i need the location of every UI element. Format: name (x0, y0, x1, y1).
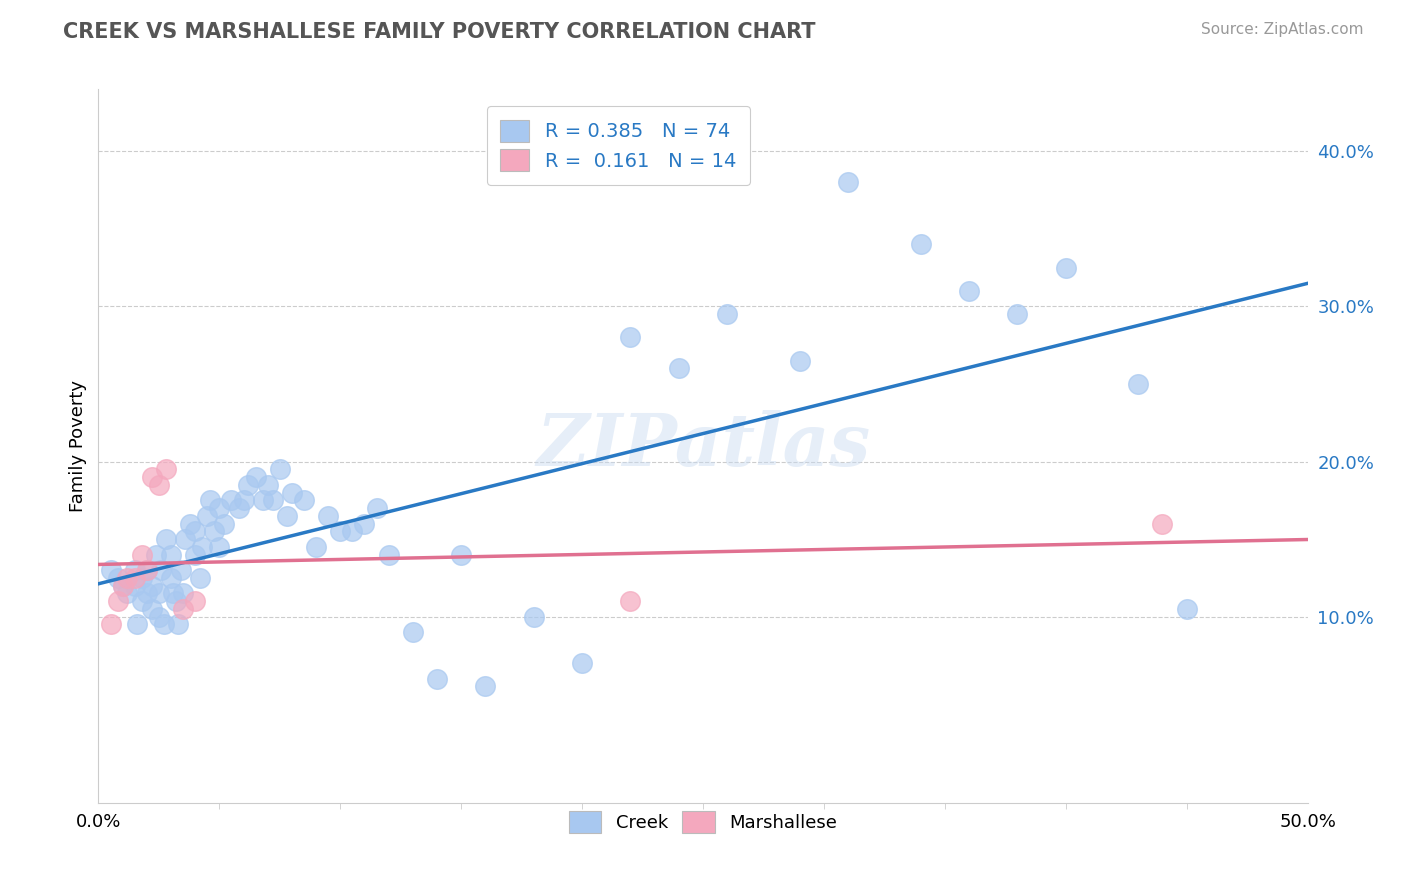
Text: ZIPatlas: ZIPatlas (536, 410, 870, 482)
Point (100, 563, 122, 577)
Point (523, 609, 546, 624)
Point (262, 493, 284, 508)
Point (155, 532, 177, 546)
Point (111, 579, 134, 593)
Point (204, 524, 226, 539)
Point (256, 477, 278, 491)
Point (135, 586, 157, 600)
Point (100, 617, 122, 632)
Point (191, 540, 214, 554)
Point (107, 594, 129, 608)
Point (148, 586, 170, 600)
Point (426, 672, 449, 686)
Point (402, 625, 425, 640)
Point (184, 548, 207, 562)
Point (107, 571, 129, 585)
Point (174, 532, 197, 546)
Point (269, 462, 291, 476)
Point (212, 516, 235, 531)
Point (145, 548, 167, 562)
Point (188, 571, 211, 585)
Point (124, 579, 146, 593)
Point (571, 656, 593, 670)
Point (184, 594, 207, 608)
Point (141, 579, 163, 593)
Point (160, 548, 183, 562)
Point (127, 617, 149, 632)
Point (1175, 602, 1198, 616)
Point (162, 586, 184, 600)
Point (228, 501, 250, 516)
Point (305, 540, 328, 554)
Point (208, 540, 231, 554)
Point (141, 602, 163, 616)
Point (135, 563, 157, 577)
Point (292, 493, 315, 508)
Point (131, 548, 153, 562)
Point (131, 571, 153, 585)
Point (232, 493, 254, 508)
Point (160, 571, 183, 585)
Point (208, 501, 231, 516)
Point (1054, 260, 1077, 275)
Point (342, 524, 364, 539)
Point (172, 586, 194, 600)
Point (957, 284, 980, 298)
Point (198, 493, 221, 508)
Point (281, 485, 304, 500)
Point (155, 462, 177, 476)
Point (221, 493, 243, 508)
Point (276, 508, 298, 523)
Point (131, 594, 153, 608)
Point (148, 609, 170, 624)
Point (195, 508, 218, 523)
Point (111, 579, 134, 593)
Point (1128, 376, 1150, 391)
Point (366, 501, 388, 516)
Point (1007, 307, 1029, 321)
Point (353, 516, 375, 531)
Point (252, 493, 274, 508)
Point (152, 617, 174, 632)
Point (150, 563, 173, 577)
Point (117, 571, 139, 585)
Point (245, 470, 267, 484)
Point (141, 470, 163, 484)
Point (124, 571, 146, 585)
Point (789, 353, 811, 368)
Point (167, 617, 190, 632)
Point (910, 237, 932, 252)
Point (124, 563, 146, 577)
Point (619, 594, 641, 608)
Point (450, 548, 472, 562)
Legend: Creek, Marshallese: Creek, Marshallese (561, 804, 845, 840)
Point (377, 548, 399, 562)
Point (165, 594, 187, 608)
Point (474, 680, 496, 694)
Point (1152, 516, 1174, 531)
Point (668, 361, 690, 376)
Point (316, 508, 339, 523)
Text: CREEK VS MARSHALLESE FAMILY POVERTY CORRELATION CHART: CREEK VS MARSHALLESE FAMILY POVERTY CORR… (63, 22, 815, 42)
Point (238, 477, 260, 491)
Point (148, 477, 170, 491)
Point (135, 563, 157, 577)
Point (184, 524, 207, 539)
Point (837, 175, 859, 189)
Point (179, 516, 201, 531)
Point (619, 330, 641, 344)
Point (716, 307, 738, 321)
Point (169, 563, 191, 577)
Point (172, 602, 194, 616)
Text: Source: ZipAtlas.com: Source: ZipAtlas.com (1201, 22, 1364, 37)
Point (117, 586, 139, 600)
Point (329, 524, 352, 539)
Y-axis label: Family Poverty: Family Poverty (69, 380, 87, 512)
